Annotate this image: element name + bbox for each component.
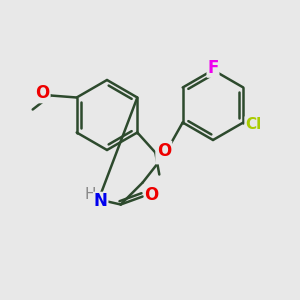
Text: Cl: Cl xyxy=(245,117,261,132)
Text: O: O xyxy=(157,142,171,160)
Text: F: F xyxy=(207,59,219,77)
Text: O: O xyxy=(36,85,50,103)
Text: O: O xyxy=(145,185,159,203)
Text: H: H xyxy=(85,187,96,202)
Text: S: S xyxy=(156,146,169,164)
Text: N: N xyxy=(94,193,108,211)
